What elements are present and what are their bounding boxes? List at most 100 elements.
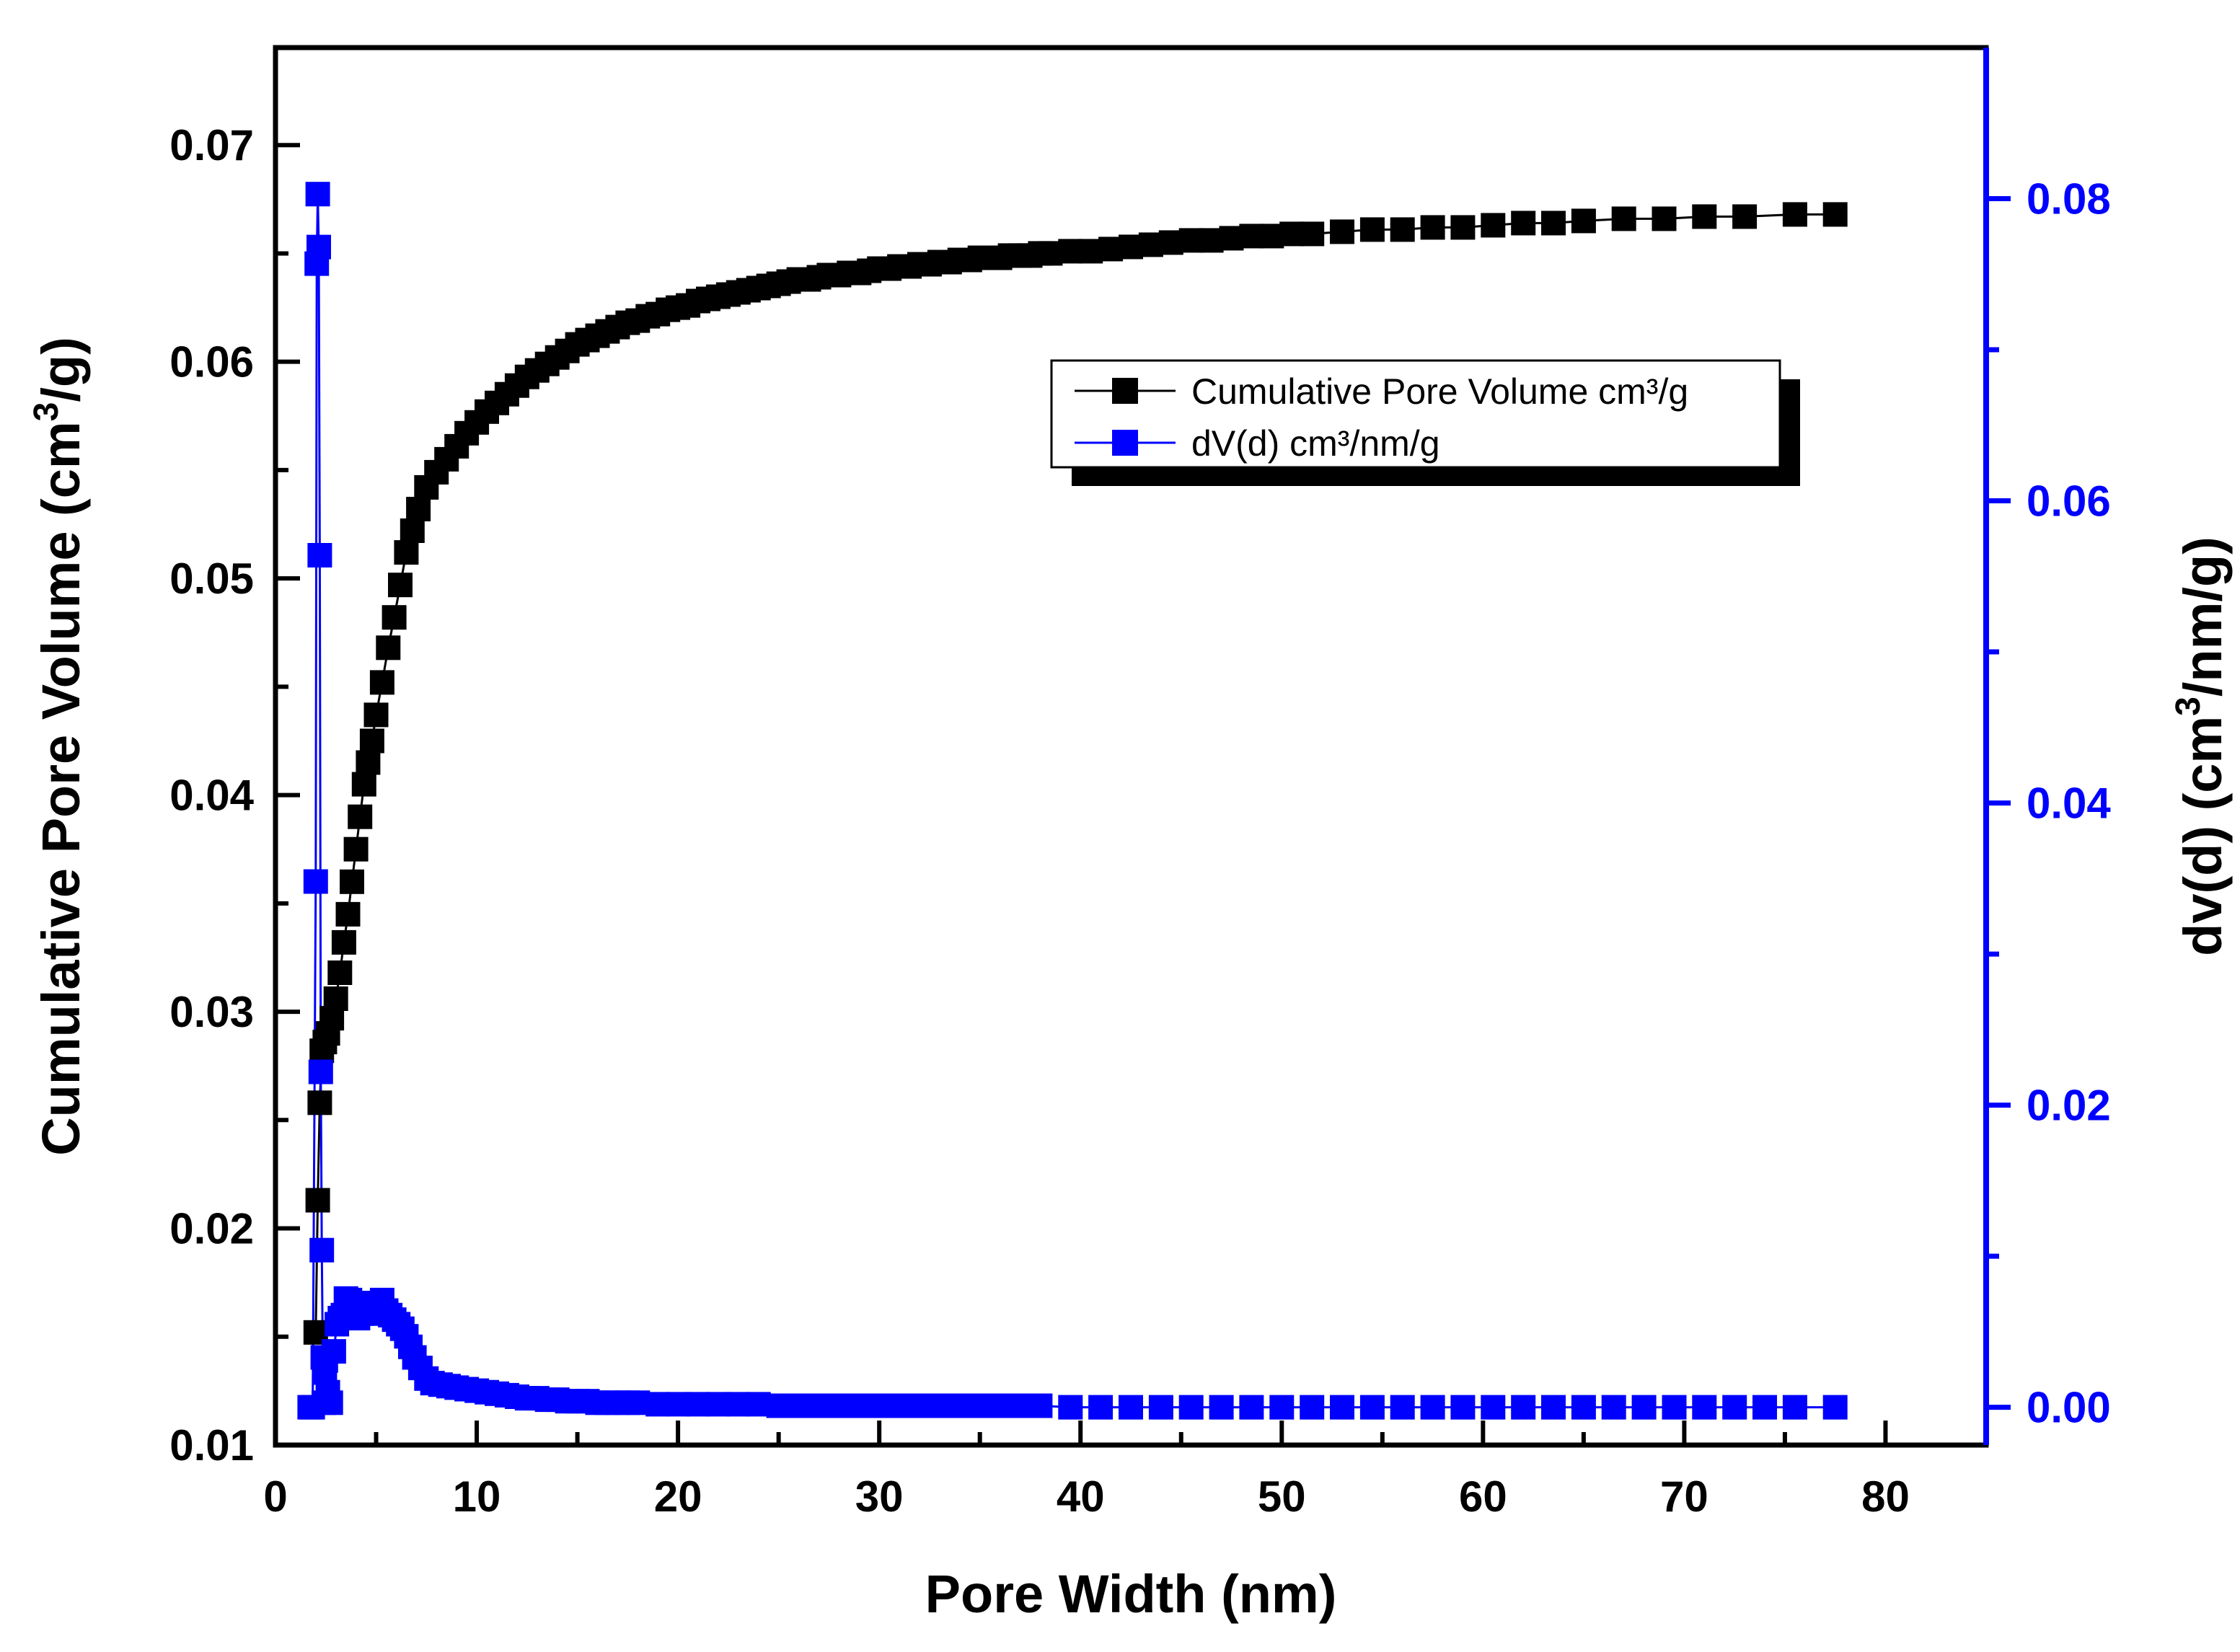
data-point-series1: [348, 804, 373, 829]
data-point-series1: [1390, 217, 1415, 242]
legend-box: [1050, 359, 1781, 469]
data-point-series1: [1481, 213, 1506, 238]
data-point-series2: [1481, 1395, 1506, 1420]
data-point-series2: [1631, 1395, 1657, 1420]
data-point-series1: [376, 635, 401, 661]
data-point-series1: [1692, 204, 1717, 229]
x-tick-label: 60: [1459, 1472, 1507, 1521]
data-point-series2: [1571, 1395, 1596, 1420]
data-point-series2: [1601, 1395, 1626, 1420]
data-point-series2: [1541, 1395, 1566, 1420]
data-point-series1: [1541, 211, 1566, 236]
data-point-series1: [394, 540, 419, 565]
y2-tick-label: 0.08: [2027, 175, 2111, 224]
x-tick-label: 70: [1660, 1472, 1708, 1521]
data-point-series2: [1450, 1395, 1476, 1420]
data-point-series1: [1611, 206, 1636, 231]
data-point-series2: [1662, 1395, 1687, 1420]
x-tick-label: 50: [1258, 1472, 1306, 1521]
y2-tick-label: 0.06: [2027, 477, 2111, 526]
y-tick-label: 0.02: [169, 1205, 254, 1253]
data-point-series2: [307, 234, 331, 260]
y2-tick-label: 0.00: [2027, 1384, 2111, 1432]
x-axis-title: Pore Width (nm): [925, 1564, 1337, 1624]
legend: Cumulative Pore Volume cm³/g dV(d) cm³/n…: [1050, 359, 1800, 486]
data-point-series1: [400, 518, 425, 543]
data-point-series2: [1782, 1395, 1807, 1420]
data-point-series1: [1822, 202, 1848, 227]
y-axis-title-right: dv(d) (cm3/nm/g): [2169, 536, 2233, 956]
data-point-series1: [1300, 221, 1325, 247]
data-point-series2: [303, 869, 328, 894]
data-point-series2: [1028, 1393, 1053, 1418]
data-point-series2: [307, 543, 332, 567]
data-point-series2: [1148, 1395, 1173, 1420]
data-point-series2: [1058, 1395, 1083, 1420]
data-point-series2: [1359, 1395, 1385, 1420]
data-point-series2: [318, 1390, 343, 1415]
data-point-series2: [1209, 1395, 1234, 1420]
data-point-series2: [1119, 1395, 1143, 1420]
data-point-series1: [1652, 206, 1677, 231]
data-point-series2: [1088, 1395, 1114, 1420]
data-point-series1: [327, 960, 353, 985]
data-point-series1: [343, 836, 369, 862]
data-point-series1: [388, 573, 413, 598]
data-point-series1: [307, 1090, 332, 1116]
data-point-series2: [1511, 1395, 1536, 1420]
data-point-series1: [340, 869, 364, 894]
data-point-series1: [1330, 219, 1354, 244]
data-point-series2: [308, 1059, 333, 1085]
data-point-series1: [323, 986, 348, 1011]
data-point-series1: [1782, 202, 1807, 227]
data-point-series2: [1330, 1395, 1354, 1420]
x-tick-label: 0: [263, 1472, 287, 1521]
data-point-series1: [1511, 211, 1536, 236]
data-point-series1: [1420, 215, 1445, 240]
data-point-series2: [1420, 1395, 1445, 1420]
data-point-series1: [369, 670, 394, 695]
y-tick-label: 0.07: [169, 121, 254, 169]
legend-marker-series2: [1112, 430, 1138, 456]
data-point-series2: [1722, 1395, 1747, 1420]
data-point-series2: [1239, 1395, 1264, 1420]
legend-label-series1: Cumulative Pore Volume cm³/g: [1191, 371, 1688, 412]
data-point-series1: [1732, 204, 1758, 229]
x-tick-label: 10: [453, 1472, 501, 1521]
x-tick-label: 40: [1057, 1472, 1105, 1521]
x-tick-label: 80: [1861, 1472, 1910, 1521]
y-axis-title-left: Cumulative Pore Volume (cm3/g): [27, 337, 91, 1156]
y-tick-label: 0.03: [169, 988, 254, 1036]
legend-marker-series1: [1112, 378, 1138, 404]
data-point-series2: [1692, 1395, 1717, 1420]
data-point-series1: [1571, 208, 1596, 234]
y-tick-label: 0.06: [169, 338, 254, 387]
data-point-series1: [1450, 215, 1476, 240]
data-point-series2: [1752, 1395, 1777, 1420]
y2-tick-label: 0.02: [2027, 1082, 2111, 1130]
data-point-series2: [305, 182, 330, 207]
data-point-series1: [351, 772, 376, 797]
y-tick-label: 0.04: [169, 772, 254, 820]
data-point-series1: [1359, 217, 1385, 242]
data-point-series2: [1300, 1395, 1325, 1420]
data-point-series1: [331, 929, 356, 955]
data-point-series2: [321, 1339, 346, 1364]
data-point-series1: [359, 728, 384, 754]
data-point-series2: [1178, 1395, 1204, 1420]
data-point-series1: [335, 901, 361, 927]
data-point-series1: [406, 497, 431, 521]
data-point-series1: [363, 702, 389, 728]
x-tick-label: 20: [654, 1472, 702, 1521]
y-tick-label: 0.01: [169, 1421, 254, 1470]
data-point-series1: [305, 1188, 330, 1213]
data-point-series2: [1390, 1395, 1415, 1420]
legend-label-series2: dV(d) cm³/nm/g: [1191, 423, 1440, 464]
data-point-series1: [382, 605, 407, 630]
data-point-series2: [309, 1237, 335, 1263]
data-point-series2: [1822, 1395, 1848, 1420]
data-point-series2: [1269, 1395, 1295, 1420]
x-tick-label: 30: [855, 1472, 904, 1521]
